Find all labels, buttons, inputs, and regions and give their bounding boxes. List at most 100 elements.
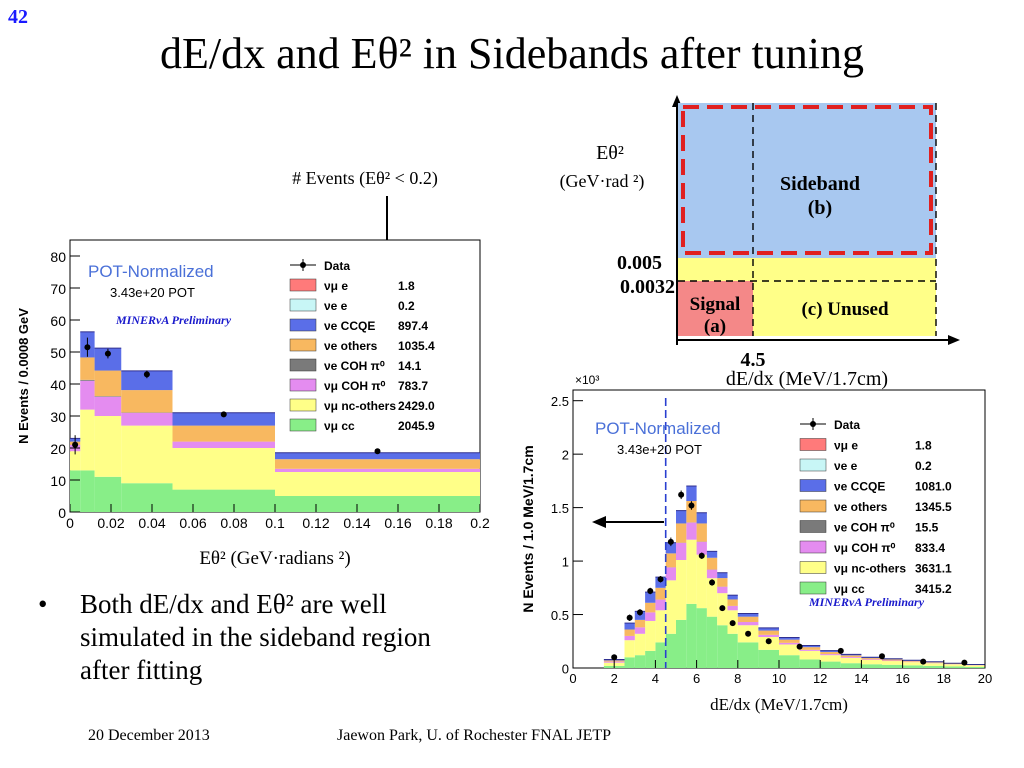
stack-bar [902, 665, 924, 668]
legend-value: 0.2 [915, 459, 932, 473]
y-multiplier: ×10³ [575, 373, 599, 387]
sideband-label: Sideband [780, 173, 860, 195]
stack-bar [943, 663, 965, 665]
stack-bar [676, 510, 687, 524]
data-point [698, 552, 705, 559]
stack-bar [94, 396, 122, 416]
stack-bar [121, 412, 173, 426]
stack-bar [820, 654, 841, 656]
stack-bar [686, 539, 697, 604]
stack-bar [80, 470, 95, 512]
stack-bar [696, 523, 707, 542]
x-tick-label: 0 [66, 515, 74, 531]
pot-label: POT-Normalized [595, 419, 721, 438]
stack-bar [676, 523, 687, 543]
stack-bar [665, 633, 676, 668]
legend-label: νμ e [834, 439, 858, 453]
y-tick-label: 1 [562, 555, 569, 570]
legend-label: νμ COH π⁰ [834, 541, 896, 555]
x-tick-label: 0.16 [384, 515, 411, 531]
y-cut-low-label: 0.0032 [620, 276, 675, 298]
events-label: # Events (Eθ² < 0.2) [292, 168, 438, 189]
stack-bar [737, 622, 759, 626]
data-point [220, 411, 227, 418]
stack-bar [121, 390, 173, 413]
stack-bar [645, 592, 656, 603]
stack-bar [665, 567, 676, 581]
stack-bar [717, 572, 728, 579]
stack-bar [882, 664, 903, 668]
stack-bar [882, 661, 903, 665]
bullet-dot: • [38, 589, 48, 619]
stack-bar [779, 655, 800, 668]
stack-bar [676, 542, 687, 561]
stack-bar [655, 587, 666, 600]
y-tick-label: 0.5 [551, 608, 569, 623]
footer-date: 20 December 2013 [88, 727, 210, 744]
x-tick-label: 4 [652, 671, 659, 686]
legend-value: 897.4 [398, 319, 428, 333]
y-tick-label: 50 [50, 345, 66, 361]
stack-bar [902, 660, 924, 662]
stack-bar [943, 664, 965, 667]
stack-bar [645, 602, 656, 613]
legend-data-marker [810, 421, 816, 427]
y-tick-label: 40 [50, 377, 66, 393]
x-tick-label: 0.02 [97, 515, 124, 531]
stack-bar [94, 396, 122, 397]
stack-bar [840, 657, 862, 664]
stack-bar [737, 642, 759, 668]
stack-bar [779, 644, 800, 656]
stack-bar [121, 425, 173, 484]
legend-swatch [289, 338, 317, 352]
stack-bar [275, 472, 480, 496]
x-tick-label: 0.06 [179, 515, 206, 531]
stack-bar [624, 629, 635, 636]
y-tick-label: 10 [50, 473, 66, 489]
stack-bar [820, 650, 841, 652]
data-point [667, 538, 674, 545]
stack-bar [275, 496, 480, 512]
stack-bar [840, 663, 862, 668]
x-tick-label: 14 [854, 671, 868, 686]
legend-value: 2429.0 [398, 399, 435, 413]
stack-bar [645, 612, 656, 621]
stack-bar [840, 655, 862, 657]
minerva-preliminary: MINERvA Preliminary [808, 595, 925, 609]
stack-bar [696, 608, 707, 668]
stack-bar [882, 660, 903, 662]
stack-bar [737, 616, 759, 623]
stack-bar [799, 650, 821, 660]
data-point [709, 579, 716, 586]
stack-bar [94, 370, 122, 397]
slide-number: 42 [8, 6, 28, 28]
sideband-tag: (b) [808, 197, 832, 219]
stack-bar [655, 610, 666, 643]
legend-label: νμ nc-others [834, 562, 906, 576]
y-tick-label: 30 [50, 409, 66, 425]
y-tick-label: 80 [50, 249, 66, 265]
legend-value: 3631.1 [915, 562, 952, 576]
stack-bar [172, 489, 275, 512]
stack-bar [172, 425, 275, 442]
stack-bar [861, 659, 882, 660]
stack-bar [964, 666, 985, 668]
region-y-label: Eθ² [596, 142, 624, 164]
stack-bar [779, 639, 800, 643]
legend-value: 1.8 [915, 439, 932, 453]
x-tick-label: 20 [978, 671, 992, 686]
x-tick-label: 0.1 [265, 515, 285, 531]
legend-label: νμ cc [834, 582, 865, 596]
sideband-border [681, 105, 933, 255]
legend-swatch [289, 378, 317, 392]
data-point [745, 630, 752, 637]
stack-bar [172, 441, 275, 448]
legend-value: 1345.5 [915, 500, 952, 514]
bullet-text: Both dE/dx and Eθ² are well simulated in… [80, 589, 431, 685]
stack-bar [727, 599, 738, 606]
data-point [688, 502, 695, 509]
x-tick-label: 0.14 [343, 515, 370, 531]
data-point [729, 620, 736, 627]
x-tick-label: 2 [611, 671, 618, 686]
stack-bar [275, 452, 480, 460]
